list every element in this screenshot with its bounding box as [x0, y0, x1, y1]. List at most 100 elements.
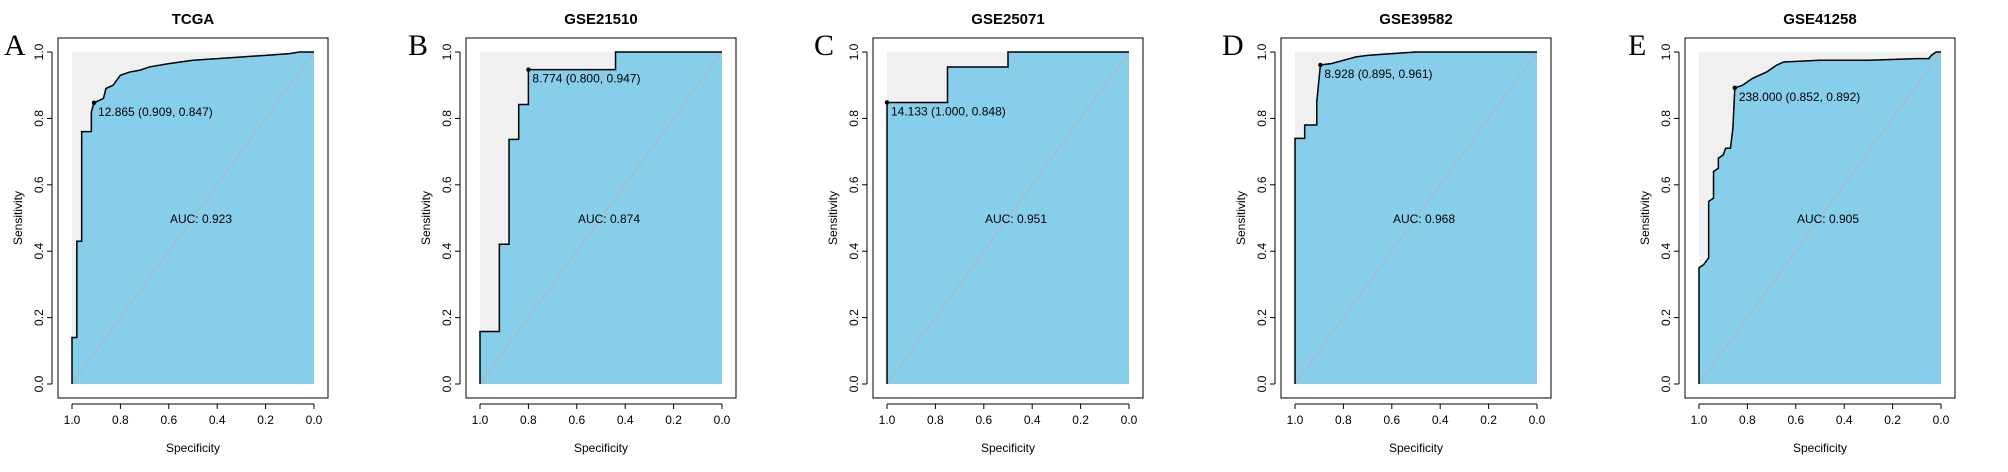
roc-panel-a: A TCGA 0.0 0.2 0.4 0.6 0.8 1.0 Sensitivity 1.0 0.8…: [4, 11, 329, 455]
chart-title: GSE25071: [971, 11, 1044, 28]
y-tick-label: 0.8: [847, 110, 861, 127]
roc-panel-d: D GSE39582 0.0 0.2 0.4 0.6 0.8 1.0 Sensitivity 1.…: [1222, 11, 1552, 455]
best-threshold-point: [884, 100, 890, 105]
x-tick-label: 0.6: [1787, 413, 1804, 427]
roc-panel-c: C GSE25071 0.0 0.2 0.4 0.6 0.8 1.0 Sensitivity 1.…: [814, 11, 1144, 455]
x-axis-label: Specificity: [166, 441, 220, 455]
plot-frame: [1280, 37, 1552, 399]
y-tick-label: 0.8: [32, 110, 46, 127]
x-tick-label: 0.2: [257, 413, 274, 427]
x-tick-label: 1.0: [1287, 413, 1304, 427]
threshold-label: 8.774 (0.800, 0.947): [532, 72, 640, 86]
threshold-label: 14.133 (1.000, 0.848): [891, 104, 1006, 118]
y-tick-label: 1.0: [32, 43, 46, 60]
threshold-label: 12.865 (0.909, 0.847): [98, 105, 213, 119]
x-tick-label: 0.0: [1529, 413, 1546, 427]
y-tick-label: 0.6: [32, 176, 46, 193]
y-tick-label: 0.2: [847, 309, 861, 326]
y-tick-label: 0.4: [847, 243, 861, 260]
y-tick-label: 0.2: [440, 309, 454, 326]
x-tick-label: 0.4: [1432, 413, 1449, 427]
y-tick-label: 0.0: [440, 375, 454, 392]
roc-curve: [479, 51, 722, 384]
auc-label: AUC: 0.923: [170, 212, 232, 226]
y-tick-label: 1.0: [440, 43, 454, 60]
diagonal-reference-line: [479, 51, 723, 385]
x-tick-label: 0.8: [520, 413, 537, 427]
roc-curve: [71, 51, 314, 384]
y-tick-label: 0.4: [32, 243, 46, 260]
diagonal-reference-line: [1294, 51, 1538, 385]
roc-curve: [1698, 51, 1941, 384]
threshold-label: 8.928 (0.895, 0.961): [1324, 67, 1432, 81]
x-axis-label: Specificity: [1793, 441, 1847, 455]
best-threshold-point: [91, 100, 97, 105]
x-tick-label: 0.2: [1884, 413, 1901, 427]
plot-frame: [872, 37, 1144, 399]
best-threshold-point: [1732, 85, 1738, 91]
plot-frame: [57, 37, 329, 399]
auc-label: AUC: 0.874: [578, 212, 640, 226]
panel-letter: C: [814, 29, 834, 62]
panel-letter: E: [1628, 29, 1646, 62]
y-tick-label: 1.0: [847, 43, 861, 60]
y-axis-label: Sensitivity: [1234, 191, 1248, 245]
plot-frame: [465, 37, 737, 399]
y-tick-label: 1.0: [1255, 43, 1269, 60]
y-axis-label: Sensitivity: [11, 191, 25, 245]
y-tick-label: 0.4: [440, 243, 454, 260]
x-tick-label: 0.6: [568, 413, 585, 427]
x-axis-label: Specificity: [981, 441, 1035, 455]
roc-curve: [1294, 51, 1537, 384]
roc-panel-e: E GSE41258 0.0 0.2 0.4 0.6 0.8 1.0 Sensitivity 1.…: [1628, 11, 1956, 455]
y-tick-label: 0.4: [1255, 243, 1269, 260]
x-tick-label: 0.4: [617, 413, 634, 427]
y-tick-label: 0.6: [847, 176, 861, 193]
auc-label: AUC: 0.905: [1797, 212, 1859, 226]
x-tick-label: 0.4: [209, 413, 226, 427]
x-tick-label: 1.0: [472, 413, 489, 427]
y-tick-label: 0.2: [32, 309, 46, 326]
x-tick-label: 0.8: [1739, 413, 1756, 427]
chart-title: GSE21510: [564, 11, 637, 28]
x-tick-label: 0.2: [1072, 413, 1089, 427]
auc-label: AUC: 0.968: [1393, 212, 1455, 226]
x-axis-label: Specificity: [574, 441, 628, 455]
y-tick-label: 0.6: [1659, 176, 1673, 193]
chart-title: TCGA: [172, 11, 215, 28]
panel-letter: B: [408, 29, 428, 62]
x-tick-label: 1.0: [879, 413, 896, 427]
roc-panel-b: B GSE21510 0.0 0.2 0.4 0.6 0.8 1.0 Sensitivity 1.…: [408, 11, 737, 455]
panel-letter: D: [1222, 29, 1244, 62]
x-tick-label: 0.2: [1480, 413, 1497, 427]
panel-letter: A: [4, 29, 26, 62]
y-tick-label: 0.0: [1255, 375, 1269, 392]
best-threshold-point: [1318, 62, 1323, 68]
chart-title: GSE41258: [1783, 11, 1856, 28]
y-tick-label: 0.6: [1255, 176, 1269, 193]
x-tick-label: 0.4: [1024, 413, 1041, 427]
y-tick-label: 0.8: [1255, 110, 1269, 127]
x-tick-label: 0.0: [306, 413, 323, 427]
x-tick-label: 0.8: [1335, 413, 1352, 427]
x-axis-label: Specificity: [1389, 441, 1443, 455]
y-axis-label: Sensitivity: [1638, 191, 1652, 245]
y-tick-label: 1.0: [1659, 43, 1673, 60]
x-tick-label: 0.2: [665, 413, 682, 427]
x-tick-label: 0.6: [1383, 413, 1400, 427]
x-tick-label: 0.8: [927, 413, 944, 427]
threshold-label: 238.000 (0.852, 0.892): [1739, 90, 1860, 104]
diagonal-reference-line: [886, 51, 1130, 385]
x-tick-label: 1.0: [64, 413, 81, 427]
y-tick-label: 0.0: [1659, 375, 1673, 392]
diagonal-reference-line: [71, 51, 315, 385]
x-tick-label: 1.0: [1691, 413, 1708, 427]
y-tick-label: 0.4: [1659, 243, 1673, 260]
y-axis-label: Sensitivity: [826, 191, 840, 245]
x-tick-label: 0.6: [160, 413, 177, 427]
auc-label: AUC: 0.951: [985, 212, 1047, 226]
x-tick-label: 0.4: [1836, 413, 1853, 427]
y-axis-label: Sensitivity: [419, 191, 433, 245]
best-threshold-point: [526, 67, 531, 72]
